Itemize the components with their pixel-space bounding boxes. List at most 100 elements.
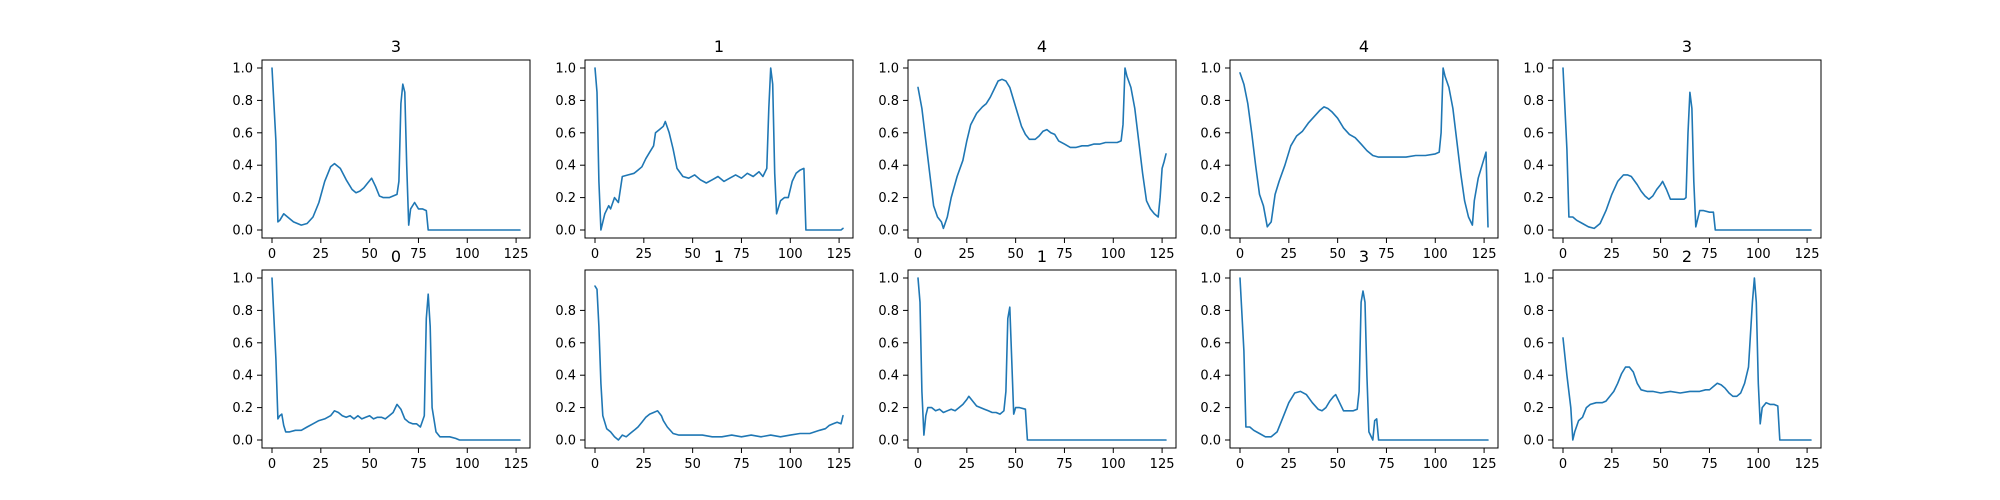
series-line (271, 67, 521, 231)
y-tick-label: 0.2 (878, 191, 899, 206)
x-tick-label: 25 (1281, 457, 1298, 472)
x-tick-label: 25 (959, 457, 976, 472)
axes-frame (584, 269, 854, 449)
y-tick-label: 0.6 (1523, 126, 1544, 141)
y-tick-label: 0.6 (555, 336, 576, 351)
x-tick-label: 50 (684, 457, 701, 472)
y-tick-label: 0.4 (878, 159, 899, 174)
subplot-title: 1 (714, 37, 724, 56)
y-tick-label: 0.6 (878, 126, 899, 141)
y-tick-label: 0.2 (555, 401, 576, 416)
x-tick-label: 50 (1007, 247, 1024, 262)
x-tick-label: 75 (410, 247, 427, 262)
x-tick-label: 75 (1378, 457, 1395, 472)
y-tick-label: 0.6 (232, 336, 253, 351)
y-tick-label: 0.2 (555, 191, 576, 206)
x-tick-label: 100 (778, 457, 803, 472)
x-tick-label: 50 (361, 457, 378, 472)
subplot-2: 1 0 25 50 75 100 125 0.0 0.2 0.4 0.6 0.8 1.0 (555, 37, 854, 262)
x-tick-label: 125 (1150, 457, 1175, 472)
y-tick-label: 0.4 (1523, 159, 1544, 174)
y-tick-label: 0.6 (555, 126, 576, 141)
x-tick-label: 75 (1701, 457, 1718, 472)
subplot-5: 3 0 25 50 75 100 125 0.0 0.2 0.4 0.6 0.8 1.0 (1523, 37, 1822, 262)
series-line (1239, 277, 1489, 441)
y-tick-label: 1.0 (1200, 62, 1221, 77)
axes-frame (1229, 59, 1499, 239)
x-tick-label: 100 (778, 247, 803, 262)
y-tick-label: 0.6 (232, 126, 253, 141)
x-tick-label: 125 (827, 457, 852, 472)
x-tick-label: 50 (684, 247, 701, 262)
x-tick-label: 125 (504, 457, 529, 472)
y-tick-label: 0.4 (555, 159, 576, 174)
subplot-7: 1 0 25 50 75 100 125 0.0 0.2 0.4 0.6 0.8 (555, 247, 854, 472)
x-tick-label: 125 (1795, 247, 1820, 262)
x-tick-label: 75 (733, 247, 750, 262)
x-tick-label: 25 (1604, 457, 1621, 472)
subplot-title: 3 (1682, 37, 1692, 56)
x-tick-label: 50 (1007, 457, 1024, 472)
y-tick-label: 1.0 (232, 62, 253, 77)
series-line (594, 285, 844, 441)
y-tick-label: 1.0 (1523, 62, 1544, 77)
subplot-title: 4 (1359, 37, 1369, 56)
x-tick-label: 25 (1281, 247, 1298, 262)
x-tick-label: 100 (1423, 457, 1448, 472)
subplot-1: 3 0 25 50 75 100 125 0.0 0.2 0.4 0.6 0.8 1.0 (232, 37, 531, 262)
y-tick-label: 0.4 (878, 369, 899, 384)
x-tick-label: 0 (914, 247, 922, 262)
y-tick-label: 0.2 (878, 401, 899, 416)
x-tick-label: 0 (591, 247, 599, 262)
subplot-8: 1 0 25 50 75 100 125 0.0 0.2 0.4 0.6 0.8 1.0 (878, 247, 1177, 472)
x-tick-label: 125 (1150, 247, 1175, 262)
x-tick-label: 50 (1652, 247, 1669, 262)
axes-frame (261, 269, 531, 449)
y-tick-label: 0.4 (1200, 369, 1221, 384)
y-tick-label: 0.0 (555, 434, 576, 449)
y-tick-label: 0.4 (555, 369, 576, 384)
series-line (594, 67, 844, 231)
x-tick-label: 0 (591, 457, 599, 472)
x-tick-label: 100 (1101, 457, 1126, 472)
axes-frame (584, 59, 854, 239)
axes-frame (907, 269, 1177, 449)
x-tick-label: 75 (1701, 247, 1718, 262)
y-tick-label: 0.8 (1523, 304, 1544, 319)
y-tick-label: 0.2 (1200, 401, 1221, 416)
subplot-title: 1 (1037, 247, 1047, 266)
axes-frame (1552, 269, 1822, 449)
x-tick-label: 75 (1056, 247, 1073, 262)
y-tick-label: 0.8 (232, 94, 253, 109)
subplot-9: 3 0 25 50 75 100 125 0.0 0.2 0.4 0.6 0.8 1.0 (1200, 247, 1499, 472)
x-tick-label: 100 (1746, 247, 1771, 262)
axes-frame (1552, 59, 1822, 239)
x-tick-label: 75 (410, 457, 427, 472)
y-tick-label: 0.4 (232, 159, 253, 174)
x-tick-label: 100 (455, 247, 480, 262)
x-tick-label: 25 (313, 247, 330, 262)
y-tick-label: 0.6 (878, 336, 899, 351)
y-tick-label: 0.4 (232, 369, 253, 384)
x-tick-label: 25 (636, 457, 653, 472)
subplot-title: 2 (1682, 247, 1692, 266)
y-tick-label: 1.0 (1523, 272, 1544, 287)
y-tick-label: 0.8 (555, 304, 576, 319)
subplot-title: 3 (391, 37, 401, 56)
x-tick-label: 50 (361, 247, 378, 262)
y-tick-label: 0.0 (1200, 434, 1221, 449)
x-tick-label: 125 (827, 247, 852, 262)
y-tick-label: 0.0 (878, 224, 899, 239)
y-tick-label: 0.8 (1200, 304, 1221, 319)
y-tick-label: 0.4 (1523, 369, 1544, 384)
x-tick-label: 100 (455, 457, 480, 472)
x-tick-label: 100 (1423, 247, 1448, 262)
x-tick-label: 0 (1559, 247, 1567, 262)
series-line (917, 67, 1167, 230)
subplot-title: 3 (1359, 247, 1369, 266)
subplot-6: 0 0 25 50 75 100 125 0.0 0.2 0.4 0.6 0.8 1.0 (232, 247, 531, 472)
y-tick-label: 0.8 (232, 304, 253, 319)
x-tick-label: 50 (1652, 457, 1669, 472)
y-tick-label: 1.0 (232, 272, 253, 287)
